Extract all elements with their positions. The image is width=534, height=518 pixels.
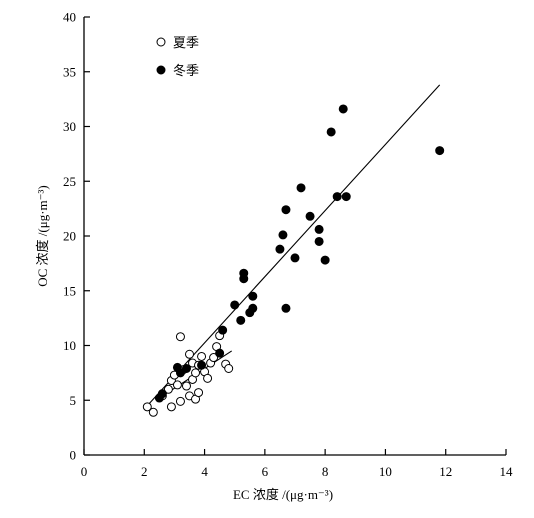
summer-point: [203, 373, 213, 383]
fit-line: [143, 84, 441, 410]
y-tick-label: 5: [70, 393, 77, 408]
y-tick-label: 10: [63, 338, 76, 353]
x-tick-label: 10: [379, 464, 392, 479]
summer-point: [209, 353, 219, 363]
fit-lines: [143, 84, 441, 410]
winter-point: [305, 211, 315, 221]
summer-point: [163, 384, 173, 394]
winter-point: [326, 127, 336, 137]
summer-point: [175, 332, 185, 342]
y-tick-label: 0: [70, 448, 77, 463]
winter-point: [248, 291, 258, 301]
x-tick-label: 0: [81, 464, 88, 479]
x-tick-label: 6: [262, 464, 269, 479]
winter-point: [278, 230, 288, 240]
winter-point: [338, 104, 348, 114]
x-tick-label: 4: [201, 464, 208, 479]
winter-point: [290, 253, 300, 263]
legend-label: 夏季: [173, 36, 199, 51]
winter-point: [314, 224, 324, 234]
data-points: [142, 104, 445, 417]
legend-marker-summer: [156, 37, 166, 47]
winter-point: [230, 300, 240, 310]
summer-point: [185, 349, 194, 359]
winter-point: [341, 192, 351, 202]
x-axis-label: EC 浓度 /(μg·m⁻³): [233, 487, 333, 502]
winter-point: [281, 303, 291, 313]
summer-point: [175, 396, 185, 406]
winter-point: [175, 368, 185, 378]
x-tick-label: 14: [500, 464, 514, 479]
winter-point: [296, 183, 306, 193]
y-tick-label: 30: [63, 119, 76, 134]
summer-point: [172, 380, 182, 390]
winter-point: [435, 146, 445, 156]
axes: [83, 17, 506, 456]
y-tick-label: 40: [63, 10, 76, 25]
winter-point: [218, 325, 228, 335]
summer-point: [148, 407, 158, 417]
winter-point: [275, 244, 285, 254]
summer-point: [166, 402, 176, 412]
winter-point: [215, 348, 225, 358]
summer-point: [191, 368, 201, 378]
x-tick-label: 2: [141, 464, 148, 479]
winter-point: [332, 192, 342, 202]
winter-point: [236, 315, 246, 325]
y-tick-label: 25: [63, 174, 76, 189]
winter-point: [239, 268, 249, 278]
legend-marker-winter: [156, 65, 166, 75]
winter-point: [314, 236, 324, 246]
winter-point: [181, 363, 191, 373]
y-tick-label: 20: [63, 229, 76, 244]
winter-point: [248, 303, 258, 313]
winter-point: [197, 360, 207, 370]
summer-point: [224, 363, 234, 373]
y-tick-label: 15: [63, 283, 76, 298]
x-tick-label: 8: [322, 464, 329, 479]
winter-point: [157, 389, 167, 399]
summer-point: [197, 351, 207, 361]
legend-label: 冬季: [173, 63, 199, 79]
tick-marks: 0 2 4 6 8 10 12 14 0 5 10 15 20 25 30 35 40: [63, 10, 513, 480]
y-tick-label: 35: [63, 64, 76, 79]
summer-point: [181, 381, 191, 391]
summer-point: [142, 402, 152, 412]
y-axis-label: OC 浓度 /(μg·m⁻³): [35, 185, 50, 287]
summer-point: [194, 388, 204, 398]
winter-point: [320, 255, 330, 265]
winter-point: [281, 205, 291, 215]
x-tick-label: 12: [439, 464, 452, 479]
